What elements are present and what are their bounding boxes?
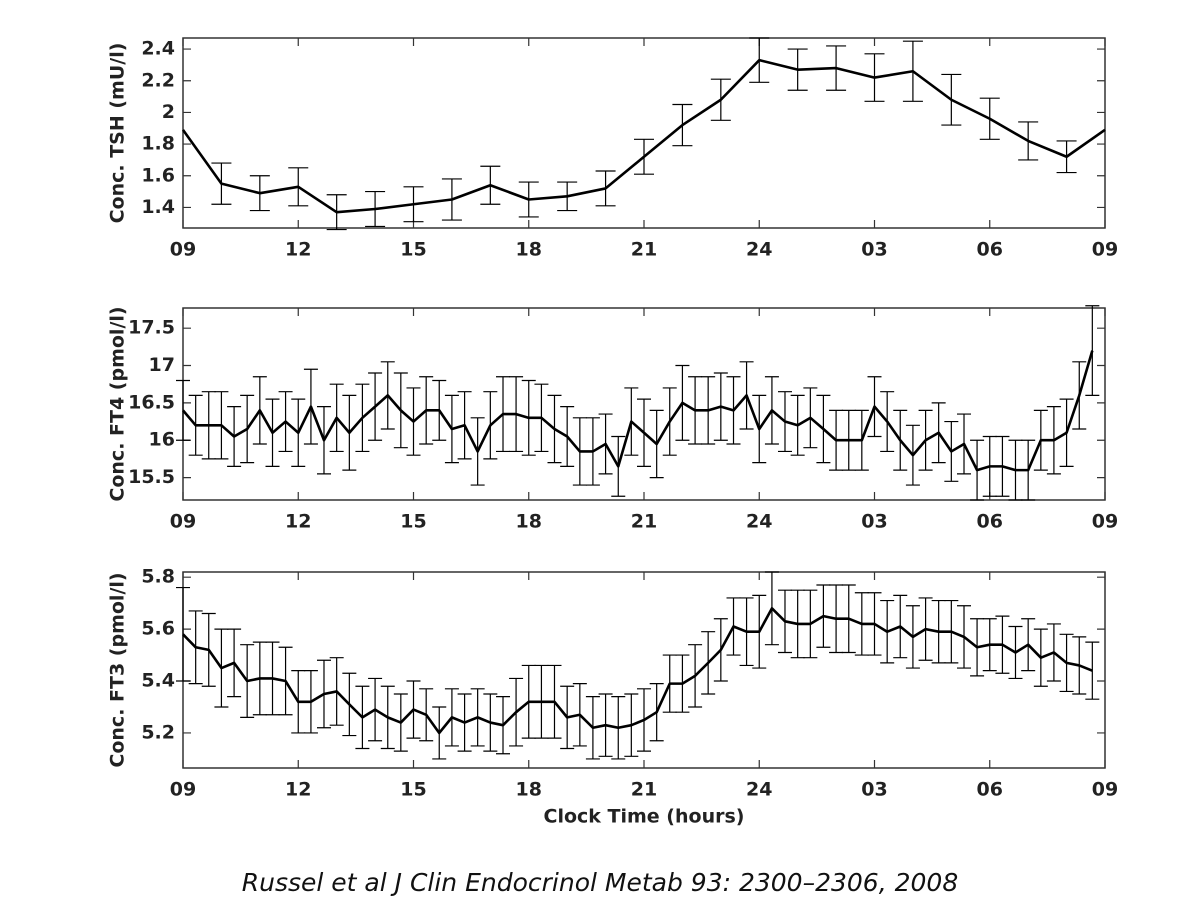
y-tick-label: 1.4 [141,196,175,218]
plot-area [182,37,1106,229]
y-tick-label: 5.8 [141,566,175,588]
x-tick-label: 21 [631,779,657,801]
y-tick-label: 5.2 [141,721,175,743]
y-tick-label: 1.6 [141,164,175,186]
data-line [182,607,1093,735]
x-tick-label: 21 [631,511,657,533]
y-tick-label: 2.2 [141,69,175,91]
y-tick-label: 16 [149,429,175,451]
error-bar [176,586,190,682]
y-tick-label: 15.5 [128,466,175,488]
x-tick-label: 09 [170,239,196,261]
x-tick-label: 18 [516,779,542,801]
y-axis-label: Conc. FT4 (pmol/l) [107,306,129,501]
data-line [181,58,1106,214]
x-tick-label: 06 [977,239,1003,261]
y-tick-label: 1.8 [141,133,175,155]
x-tick-label: 09 [170,511,196,533]
y-tick-label: 5.6 [141,618,175,640]
y-tick-label: 16.5 [128,391,175,413]
x-tick-label: 21 [631,239,657,261]
x-tick-label: 18 [516,511,542,533]
x-tick-label: 03 [861,511,887,533]
x-tick-label: 24 [746,779,772,801]
x-axis-label: Clock Time (hours) [544,806,745,828]
x-tick-label: 24 [746,239,772,261]
y-tick-label: 5.4 [141,670,175,692]
x-tick-label: 09 [1092,511,1118,533]
x-tick-label: 24 [746,511,772,533]
x-tick-label: 03 [861,779,887,801]
y-axis-label: Conc. FT3 (pmol/l) [107,572,129,767]
data-line [182,350,1094,472]
x-tick-label: 09 [1092,779,1118,801]
y-tick-label: 17.5 [128,317,175,339]
x-tick-label: 06 [977,511,1003,533]
caption: Russel et al J Clin Endocrinol Metab 93:… [242,868,958,897]
y-axis-label: Conc. TSH (mU/l) [107,43,129,224]
x-tick-label: 12 [285,239,311,261]
x-tick-label: 15 [400,239,426,261]
x-tick-label: 09 [1092,239,1118,261]
x-tick-label: 06 [977,779,1003,801]
x-tick-label: 15 [400,511,426,533]
error-bar [176,379,190,441]
y-tick-label: 2 [162,101,175,123]
x-tick-label: 12 [285,511,311,533]
x-tick-label: 12 [285,779,311,801]
x-tick-label: 03 [861,239,887,261]
y-tick-label: 17 [149,354,175,376]
y-tick-label: 2.4 [141,38,175,60]
x-tick-label: 18 [516,239,542,261]
x-tick-label: 15 [400,779,426,801]
x-tick-label: 09 [170,779,196,801]
